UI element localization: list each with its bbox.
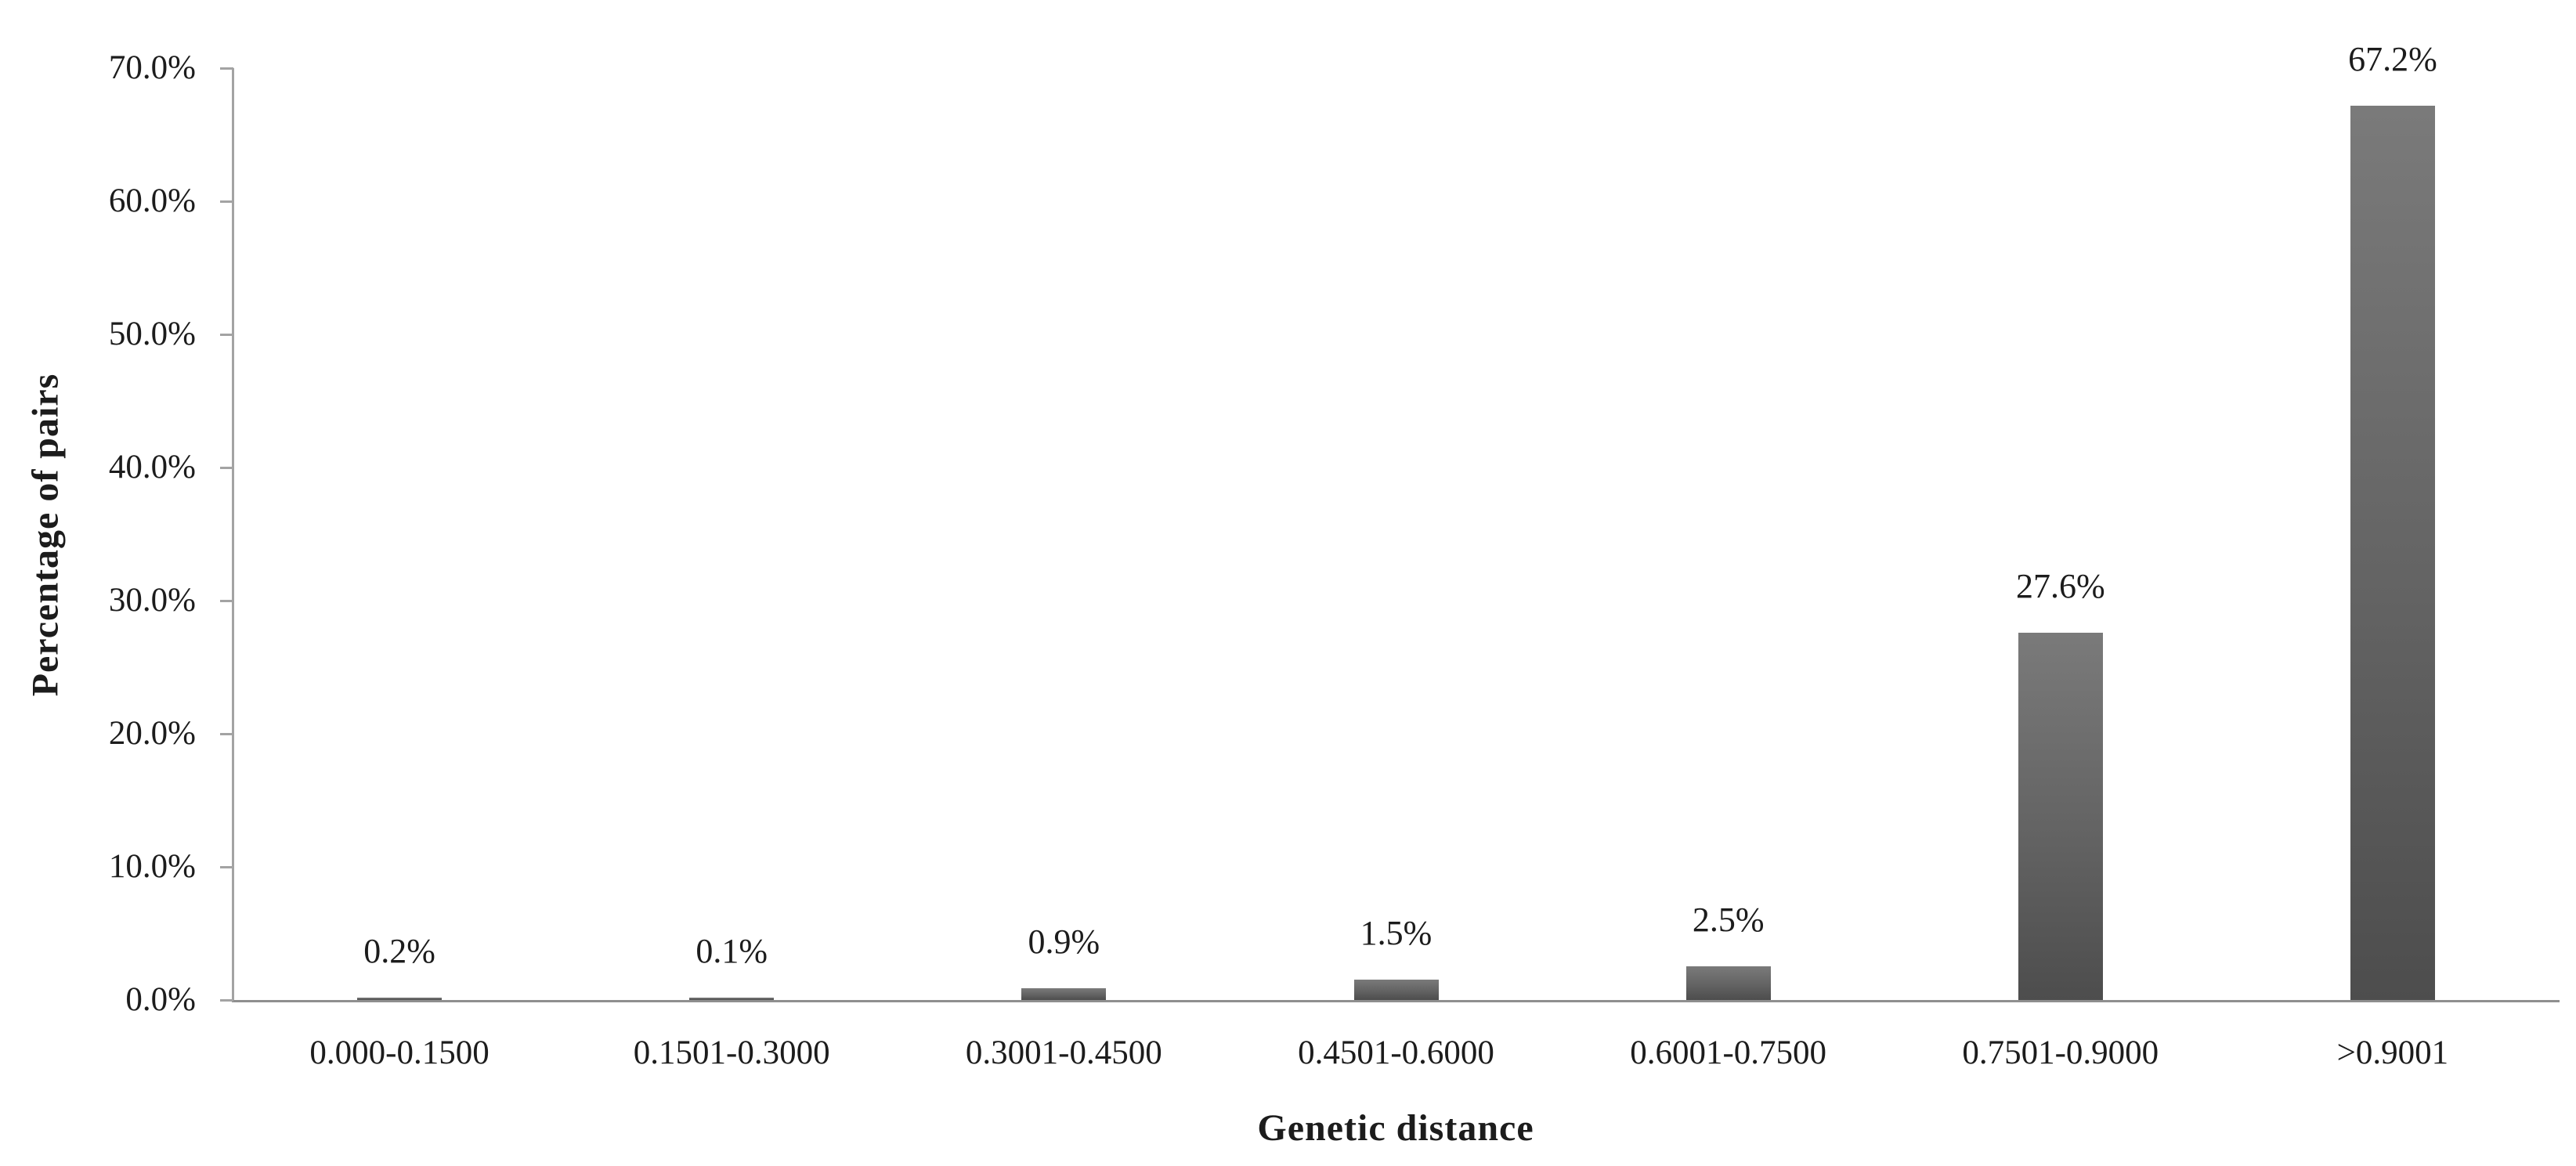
- bar: [1685, 966, 1771, 1000]
- bar-value-label: 27.6%: [2015, 567, 2105, 605]
- y-axis-title: Percentage of pairs: [24, 373, 67, 697]
- x-axis-line: [232, 1000, 2560, 1002]
- bar-value-label: 2.5%: [1692, 901, 1765, 939]
- y-tick-mark: [220, 334, 233, 336]
- bar-value-label: 0.1%: [695, 932, 768, 970]
- y-tick-label: 20.0%: [108, 715, 196, 752]
- bar: [1353, 980, 1439, 1000]
- y-tick-mark: [220, 600, 233, 602]
- y-tick-mark: [220, 67, 233, 70]
- y-tick-label: 40.0%: [108, 449, 196, 486]
- x-tick-label: 0.4501-0.6000: [1298, 1034, 1494, 1071]
- bar: [1021, 988, 1107, 1000]
- y-tick-label: 70.0%: [108, 49, 196, 86]
- y-tick-mark: [220, 733, 233, 735]
- y-tick-mark: [220, 467, 233, 469]
- y-tick-label: 10.0%: [108, 848, 196, 885]
- y-tick-mark: [220, 200, 233, 203]
- y-tick-label: 60.0%: [108, 182, 196, 219]
- x-tick-label: 0.7501-0.9000: [1962, 1034, 2159, 1071]
- y-tick-mark: [220, 999, 233, 1002]
- bar: [357, 998, 443, 1000]
- bar-value-label: 67.2%: [2348, 40, 2437, 78]
- x-tick-label: 0.000-0.1500: [309, 1034, 490, 1071]
- bar-value-label: 0.9%: [1028, 922, 1100, 961]
- y-axis-line: [232, 68, 234, 1002]
- bar-value-label: 0.2%: [363, 932, 435, 970]
- y-tick-label: 0.0%: [125, 981, 196, 1018]
- bar: [689, 998, 775, 1000]
- bar: [2018, 633, 2103, 1000]
- y-tick-label: 50.0%: [108, 316, 196, 352]
- x-tick-label: >0.9001: [2336, 1034, 2449, 1071]
- bar-value-label: 1.5%: [1360, 914, 1433, 952]
- x-tick-label: 0.6001-0.7500: [1630, 1034, 1827, 1071]
- y-tick-label: 30.0%: [108, 582, 196, 619]
- x-tick-label: 0.1501-0.3000: [633, 1034, 830, 1071]
- y-tick-mark: [220, 866, 233, 868]
- bar: [2350, 106, 2435, 1000]
- x-axis-title: Genetic distance: [1257, 1107, 1534, 1149]
- x-tick-label: 0.3001-0.4500: [965, 1034, 1162, 1071]
